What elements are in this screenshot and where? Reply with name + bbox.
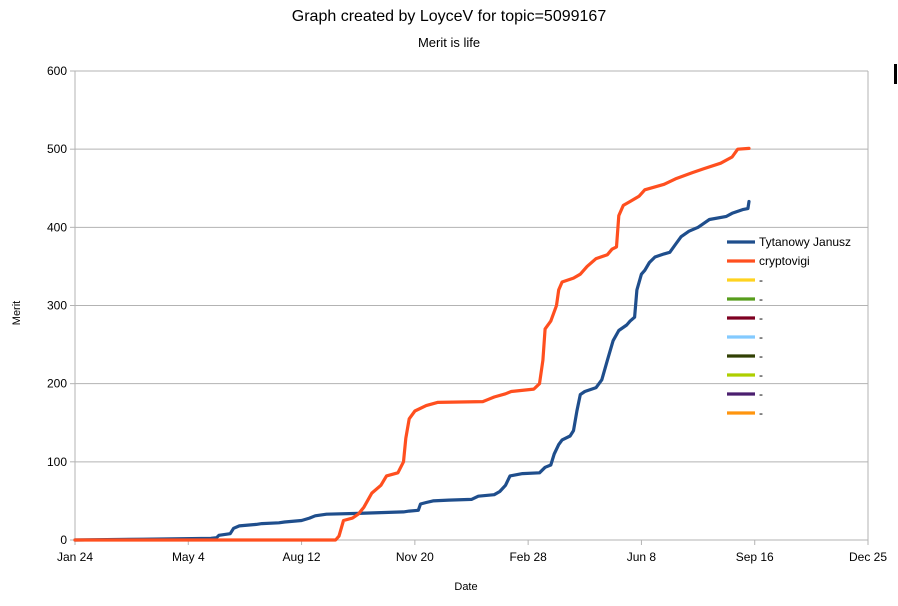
y-tick-label: 300 (47, 299, 67, 313)
grid-lines (70, 70, 868, 541)
legend-label-8: - (759, 368, 763, 382)
x-tick-label: Sep 16 (736, 550, 774, 564)
text-cursor (894, 64, 897, 84)
x-tick-label: Jan 24 (57, 550, 93, 564)
legend-label-2: cryptovigi (759, 254, 810, 268)
chart-title: Graph created by LoyceV for topic=509916… (291, 8, 607, 25)
x-tick-label: Jun 8 (627, 550, 657, 564)
legend-label-3: - (759, 273, 763, 287)
y-tick-label: 400 (47, 220, 67, 234)
chart-subtitle: Merit is life (417, 35, 481, 50)
x-tick-labels: Jan 24 May 4 Aug 12 Nov 20 Feb 28 Jun 8 Sep 16… (57, 550, 887, 564)
series-lines (73, 146, 751, 542)
x-tick-label: Dec 25 (849, 550, 887, 564)
y-tick-labels: 0 100 200 300 400 500 600 (47, 64, 67, 547)
legend-label-4: - (759, 292, 763, 306)
series-line-1 (73, 199, 751, 542)
y-tick-label: 200 (47, 377, 67, 391)
x-tick-label: Feb 28 (509, 550, 547, 564)
y-tick-label: 600 (47, 64, 67, 78)
legend-label-6: - (759, 330, 763, 344)
legend-label-10: - (759, 406, 763, 420)
series-line-2 (73, 146, 751, 542)
legend-label-9: - (759, 387, 763, 401)
legend: Tytanowy Janusz cryptovigi - - - - - - - - (727, 235, 851, 420)
x-axis-title: Date (454, 581, 477, 593)
y-axis-title: Merit (11, 301, 23, 325)
x-tick-label: Aug 12 (283, 550, 321, 564)
x-tick-label: May 4 (172, 550, 205, 564)
legend-label-5: - (759, 311, 763, 325)
x-tick-label: Nov 20 (396, 550, 434, 564)
y-tick-label: 100 (47, 455, 67, 469)
y-tick-label: 0 (60, 533, 67, 547)
legend-label-7: - (759, 349, 763, 363)
axes (74, 71, 869, 545)
y-tick-label: 500 (47, 142, 67, 156)
legend-label-1: Tytanowy Janusz (759, 235, 851, 249)
